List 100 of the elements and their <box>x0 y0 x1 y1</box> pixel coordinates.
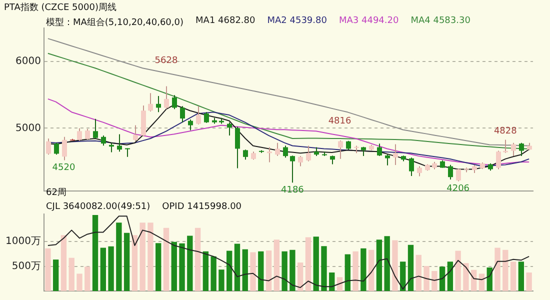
annotation: 4816 <box>328 116 352 126</box>
bar <box>266 250 272 291</box>
candlestick <box>125 148 130 158</box>
text: MA2 4539.80 <box>267 16 327 28</box>
candlestick <box>133 124 138 142</box>
candlestick <box>172 94 177 110</box>
candlestick <box>275 142 280 156</box>
candlestick <box>511 142 516 157</box>
text: MA3 4494.20 <box>338 16 399 28</box>
candlestick <box>62 136 67 161</box>
bar <box>194 228 201 291</box>
bar <box>92 214 98 291</box>
candlestick <box>496 150 501 170</box>
candlestick <box>77 128 82 142</box>
bar <box>282 251 288 291</box>
bar <box>45 248 51 291</box>
text: CJL 3640082.00(49:51) <box>46 202 150 212</box>
bar <box>108 246 114 291</box>
bar <box>400 262 406 291</box>
bar <box>242 249 248 291</box>
candlestick <box>409 157 414 176</box>
bar <box>163 228 170 291</box>
bar <box>60 235 67 291</box>
bar <box>392 240 398 291</box>
candlestick <box>148 92 153 112</box>
candlestick <box>85 128 90 140</box>
annotation: 4828 <box>494 126 518 137</box>
bar <box>518 262 524 291</box>
candlestick <box>109 142 114 153</box>
bar <box>360 248 366 291</box>
bar <box>384 236 390 291</box>
bar <box>336 277 343 291</box>
candlestick <box>306 145 311 162</box>
candlestick <box>188 119 193 131</box>
bar <box>478 274 485 291</box>
bar <box>68 258 74 291</box>
bar <box>510 262 516 291</box>
bar <box>290 250 296 291</box>
candlestick <box>290 155 295 184</box>
candlestick <box>385 154 390 166</box>
bar <box>416 254 422 291</box>
bar <box>432 271 438 291</box>
bar <box>463 263 469 291</box>
annotation: 4520 <box>52 163 76 174</box>
bar <box>179 243 185 291</box>
bar <box>171 242 177 291</box>
chart-title: PTA指数 (CZCE 5000)周线 <box>4 2 116 14</box>
candlestick <box>338 140 343 160</box>
candlestick <box>448 164 453 180</box>
candlestick <box>117 134 122 152</box>
candlestick <box>267 146 272 163</box>
bar <box>502 250 508 291</box>
bar <box>52 260 59 291</box>
bar <box>100 248 106 291</box>
bar <box>376 240 382 291</box>
bar <box>76 274 82 291</box>
bar <box>352 251 358 291</box>
annotation: 4206 <box>446 184 470 194</box>
bar <box>148 222 154 291</box>
bar <box>140 222 146 291</box>
bar <box>447 262 454 291</box>
candlestick <box>283 145 288 158</box>
bar <box>368 250 374 291</box>
text: MA4 4583.30 <box>410 16 470 28</box>
y-tick-label: 6000 <box>16 56 41 67</box>
bar <box>321 246 327 291</box>
bar <box>439 266 446 291</box>
candlestick <box>164 86 169 110</box>
candlestick <box>101 135 106 146</box>
bar <box>494 248 500 291</box>
bar <box>526 272 532 291</box>
annotation: 62周 <box>46 187 66 199</box>
bar <box>344 254 350 291</box>
bar <box>187 236 193 291</box>
candlestick <box>46 138 51 156</box>
bar <box>486 268 492 291</box>
candlestick <box>204 112 209 124</box>
bar <box>218 270 224 291</box>
candlestick <box>393 144 398 166</box>
candlestick <box>93 118 98 139</box>
bar <box>305 237 312 291</box>
candlestick <box>519 142 524 157</box>
y-tick-label: 500万 <box>12 260 41 272</box>
bar <box>424 266 430 291</box>
bar <box>329 272 335 291</box>
candlestick <box>298 156 303 167</box>
bar <box>210 256 216 291</box>
candlestick <box>456 168 461 182</box>
bar <box>84 266 90 291</box>
bar <box>132 235 138 291</box>
bar <box>408 244 414 291</box>
bar <box>116 222 122 291</box>
bar <box>274 240 280 291</box>
bar <box>124 232 130 291</box>
candlestick <box>417 166 422 177</box>
text: OPID 1415998.00 <box>162 202 242 212</box>
candlestick <box>227 122 232 136</box>
text: 模型：MA组合(5,10,20,40,60,0) <box>46 16 184 29</box>
candlestick <box>235 126 240 169</box>
bar <box>250 252 256 291</box>
